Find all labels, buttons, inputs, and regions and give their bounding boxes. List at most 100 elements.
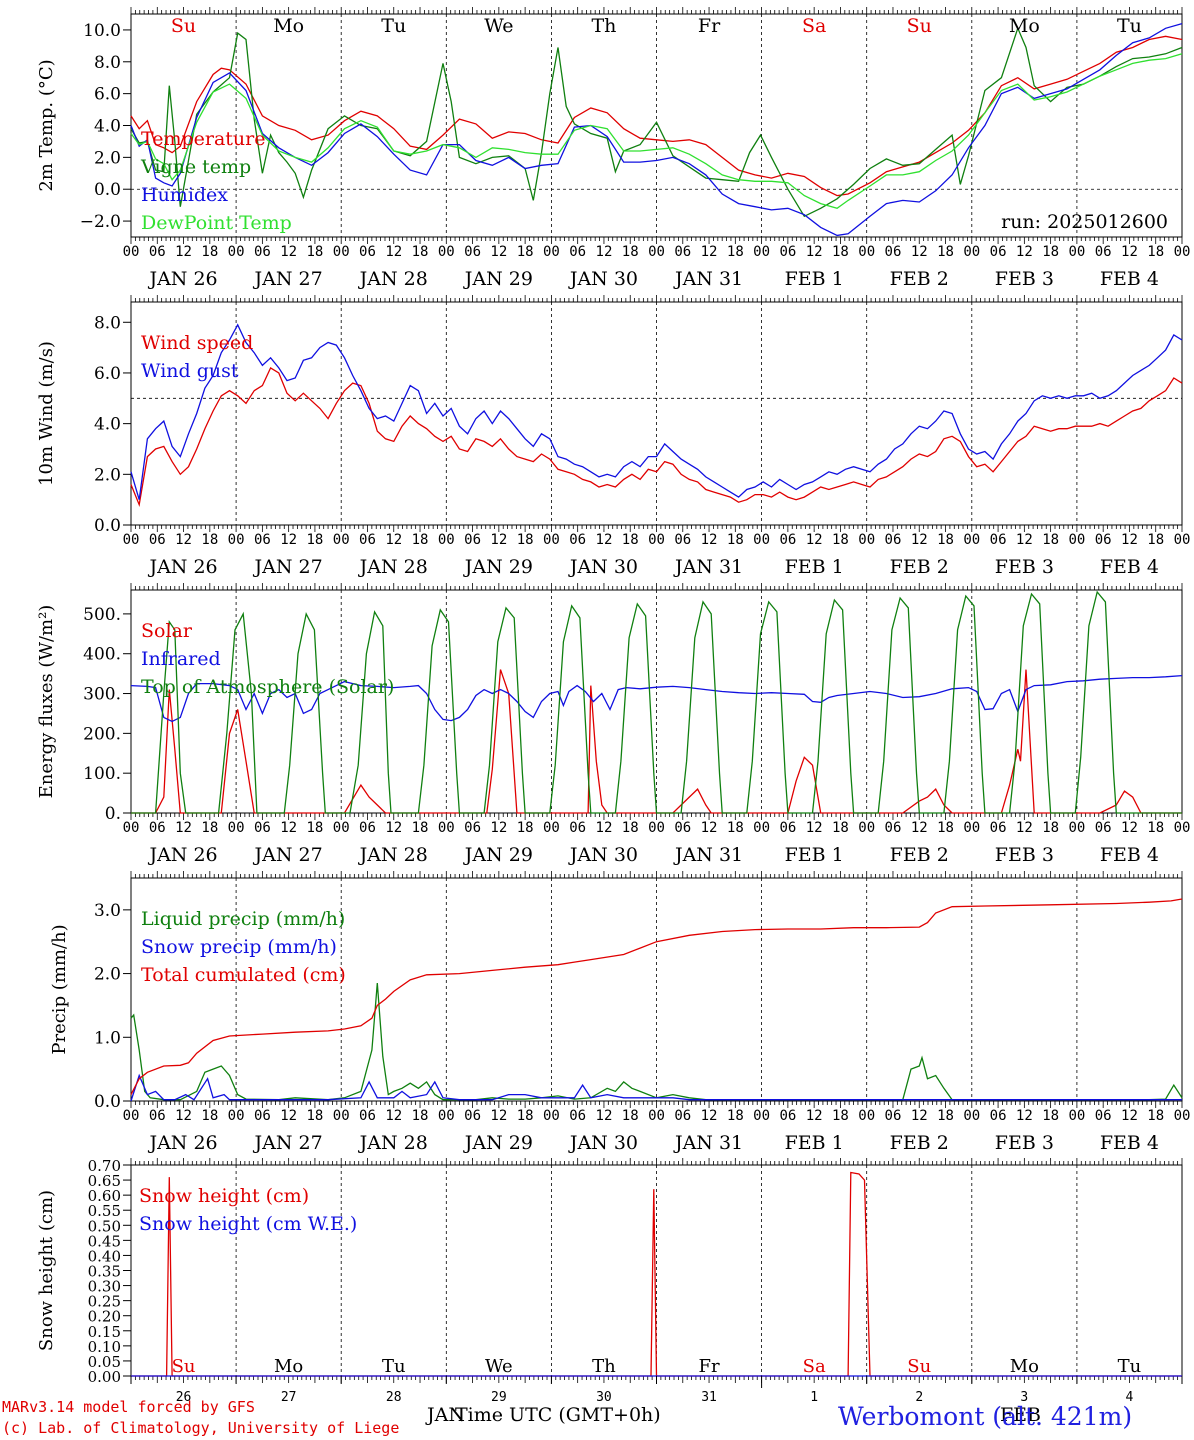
hour-label: 06 xyxy=(254,532,271,548)
hour-label: 18 xyxy=(622,532,639,548)
hour-label: 18 xyxy=(937,244,954,260)
hour-label: 18 xyxy=(412,820,429,836)
y-tick-label: −2.0 xyxy=(80,212,121,232)
hour-label: 00 xyxy=(543,1108,560,1124)
weekday-label: Su xyxy=(172,1356,196,1377)
hour-label: 18 xyxy=(201,244,218,260)
date-label: FEB 2 xyxy=(890,844,949,866)
date-label: JAN 26 xyxy=(147,268,217,290)
y-tick-label: 4.0 xyxy=(94,117,121,137)
hour-label: 12 xyxy=(1121,1108,1138,1124)
day-number-label: 30 xyxy=(596,1390,612,1405)
hour-label: 00 xyxy=(1174,1108,1191,1124)
hour-label: 06 xyxy=(779,1108,796,1124)
weekday-label: We xyxy=(485,1356,513,1377)
hour-label: 12 xyxy=(596,244,613,260)
y-tick-label: 3.0 xyxy=(94,901,121,921)
hour-label: 00 xyxy=(438,532,455,548)
hour-label: 12 xyxy=(806,244,823,260)
hour-label: 12 xyxy=(385,532,402,548)
hour-label: 06 xyxy=(359,532,376,548)
y-tick-label: 2.0 xyxy=(94,465,121,485)
hour-label: 00 xyxy=(1068,244,1085,260)
date-label: FEB 1 xyxy=(785,844,844,866)
date-label: JAN 31 xyxy=(673,844,743,866)
hour-label: 00 xyxy=(753,532,770,548)
hour-label: 06 xyxy=(1095,532,1112,548)
hour-label: 06 xyxy=(674,532,691,548)
hour-label: 00 xyxy=(333,532,350,548)
hour-label: 06 xyxy=(569,244,586,260)
date-label: JAN 27 xyxy=(253,556,323,578)
hour-label: 18 xyxy=(517,820,534,836)
legend-entry: Snow height (cm) xyxy=(139,1185,309,1207)
date-label: JAN 27 xyxy=(253,1132,323,1154)
date-label: JAN 29 xyxy=(463,844,533,866)
hour-label: 12 xyxy=(280,244,297,260)
series-snow-precip-mm-h- xyxy=(130,1073,1182,1102)
y-tick-label: 500. xyxy=(83,605,121,625)
hour-label: 06 xyxy=(569,820,586,836)
date-label: FEB 1 xyxy=(785,1132,844,1154)
date-label: JAN 27 xyxy=(253,844,323,866)
hour-label: 12 xyxy=(1016,532,1033,548)
date-label: JAN 28 xyxy=(358,844,428,866)
hour-label: 12 xyxy=(385,820,402,836)
hour-label: 00 xyxy=(858,820,875,836)
hour-label: 12 xyxy=(490,820,507,836)
hour-label: 12 xyxy=(806,820,823,836)
hour-label: 12 xyxy=(911,1108,928,1124)
y-tick-label: 0.65 xyxy=(88,1172,121,1190)
hour-label: 00 xyxy=(543,532,560,548)
hour-label: 12 xyxy=(280,532,297,548)
hour-label: 18 xyxy=(1042,244,1059,260)
day-number-label: 26 xyxy=(176,1390,192,1405)
hour-label: 00 xyxy=(753,1108,770,1124)
hour-label: 00 xyxy=(438,1108,455,1124)
y-tick-label: 6.0 xyxy=(94,364,121,384)
date-label: JAN 28 xyxy=(358,268,428,290)
weekday-label: Mo xyxy=(274,1356,303,1377)
hour-label: 18 xyxy=(937,532,954,548)
hour-label: 06 xyxy=(149,820,166,836)
hour-label: 06 xyxy=(885,820,902,836)
series-wind-gust xyxy=(130,323,1183,500)
hour-label: 12 xyxy=(490,244,507,260)
y-tick-label: 0.70 xyxy=(88,1157,121,1175)
y-tick-label: 0.55 xyxy=(88,1202,121,1220)
date-label: JAN 29 xyxy=(463,1132,533,1154)
hour-label: 06 xyxy=(464,244,481,260)
weekday-label: Mo xyxy=(1010,1356,1039,1377)
y-tick-label: 6.0 xyxy=(94,85,121,105)
hour-label: 00 xyxy=(123,820,140,836)
hour-label: 12 xyxy=(280,1108,297,1124)
hour-label: 00 xyxy=(648,1108,665,1124)
legend-entry: Snow precip (mm/h) xyxy=(141,936,337,958)
hour-label: 12 xyxy=(596,820,613,836)
date-label: FEB 4 xyxy=(1100,268,1159,290)
day-number-label: 31 xyxy=(701,1390,717,1405)
series-solar xyxy=(131,669,1182,814)
hour-label: 06 xyxy=(464,532,481,548)
hour-label: 06 xyxy=(885,244,902,260)
hour-label: 00 xyxy=(1174,244,1191,260)
hour-label: 06 xyxy=(359,1108,376,1124)
series-dewpoint-temp xyxy=(130,53,1183,210)
legend-entry: Snow height (cm W.E.) xyxy=(139,1213,357,1235)
weekday-label: Mo xyxy=(1009,15,1040,37)
hour-label: 06 xyxy=(149,1108,166,1124)
hour-label: 18 xyxy=(306,820,323,836)
legend-entry: Wind gust xyxy=(141,360,239,382)
hour-label: 12 xyxy=(1121,820,1138,836)
weekday-label: Th xyxy=(591,15,616,37)
weekday-label: Su xyxy=(907,1356,931,1377)
legend-entry: Wind speed xyxy=(141,332,253,354)
hour-label: 18 xyxy=(1147,820,1164,836)
hour-label: 18 xyxy=(201,1108,218,1124)
hour-label: 12 xyxy=(701,244,718,260)
hour-label: 12 xyxy=(1016,244,1033,260)
hour-label: 06 xyxy=(779,244,796,260)
legend-entry: DewPoint Temp xyxy=(141,212,292,234)
hour-label: 00 xyxy=(228,1108,245,1124)
y-tick-label: 10.0 xyxy=(83,21,121,41)
